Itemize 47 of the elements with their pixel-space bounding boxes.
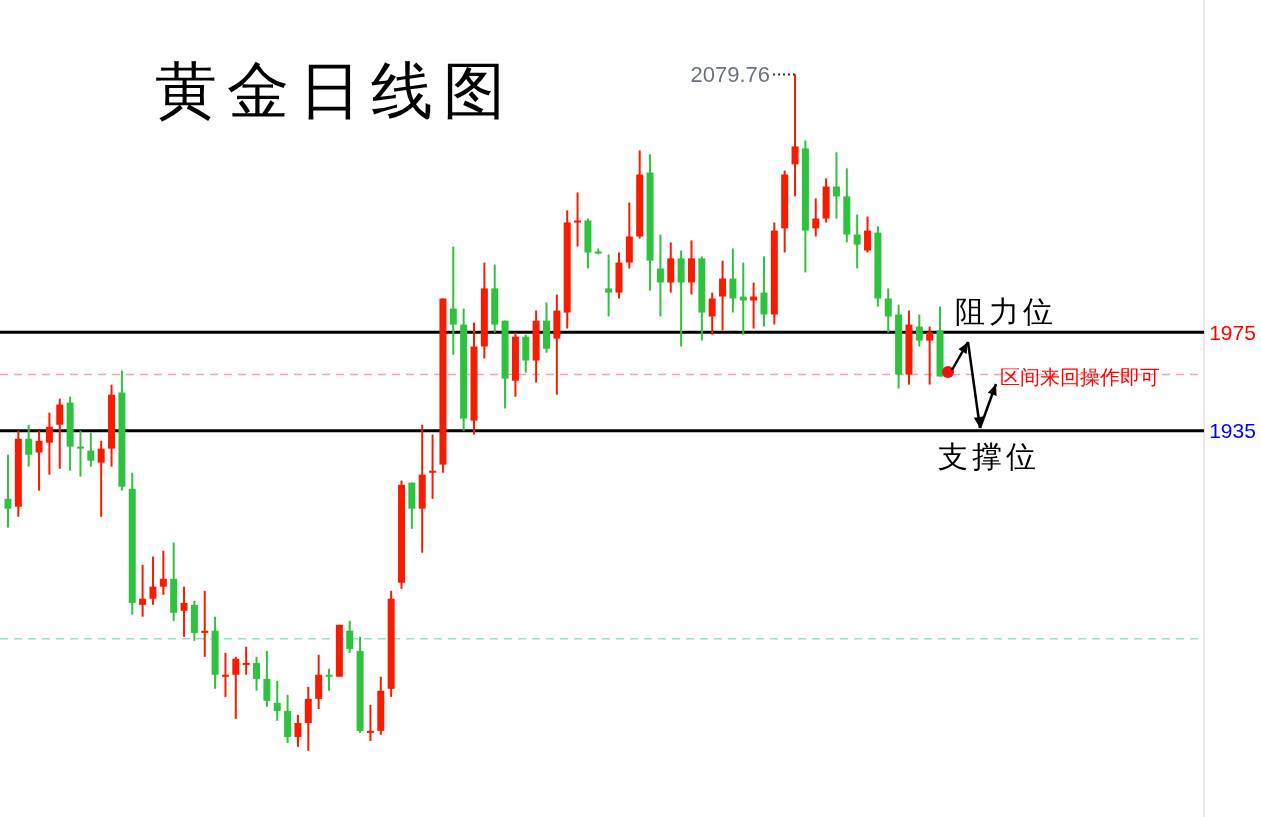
candlestick	[221, 651, 229, 698]
candlestick	[708, 291, 716, 336]
candlestick	[139, 563, 147, 618]
candlestick	[832, 151, 840, 220]
candlestick	[729, 247, 737, 314]
candlestick	[56, 397, 64, 470]
candlestick	[429, 433, 437, 500]
candlestick	[884, 287, 892, 334]
candlestick	[4, 453, 12, 529]
candlestick	[522, 333, 530, 374]
candlestick	[25, 423, 33, 468]
candlestick	[45, 411, 53, 476]
y-tick-label: 1975	[1209, 320, 1256, 344]
candlestick	[294, 713, 302, 748]
candlestick	[87, 431, 95, 468]
candlestick	[253, 655, 261, 692]
candlestick	[149, 555, 157, 606]
annotation: 区间来回操作即可	[1000, 364, 1160, 389]
candlestick	[366, 703, 374, 742]
annotation: 支撑位	[938, 438, 1040, 474]
candlestick	[791, 73, 799, 198]
candlestick	[812, 197, 820, 238]
candlestick	[97, 439, 105, 518]
y-tick-label: 1935	[1209, 419, 1256, 443]
candlestick	[719, 259, 727, 332]
candlestick	[159, 549, 167, 596]
candlestick	[656, 233, 664, 318]
candlestick	[760, 255, 768, 328]
candlestick	[76, 429, 84, 478]
candlestick	[449, 245, 457, 356]
annotation: 2079.76	[690, 62, 771, 88]
text: 黄金日线图	[155, 54, 515, 127]
candlestick	[263, 649, 271, 708]
candlestick	[926, 325, 934, 386]
candlestick	[232, 655, 240, 720]
candlestick	[325, 667, 333, 692]
candlestick	[180, 585, 188, 638]
candlestick	[346, 619, 354, 654]
candlestick	[35, 429, 43, 492]
candlestick	[242, 645, 250, 676]
candlestick	[864, 215, 872, 254]
candlestick	[574, 191, 582, 248]
candlestick	[605, 253, 613, 318]
candlestick	[915, 313, 923, 348]
candlestick	[273, 679, 281, 722]
candlestick	[853, 213, 861, 270]
annotation: 阻力位	[955, 294, 1057, 330]
